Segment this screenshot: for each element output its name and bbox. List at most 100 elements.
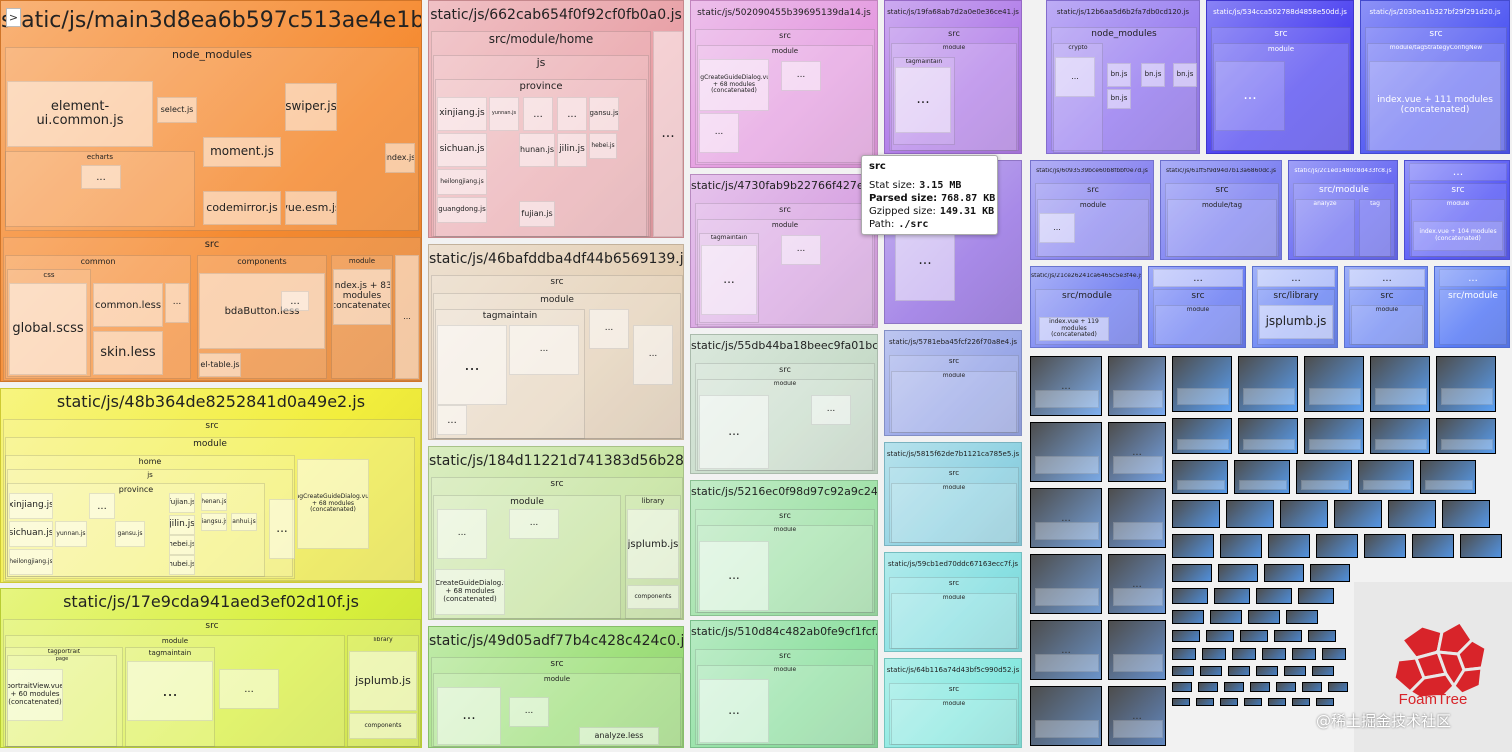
chunk-tile[interactable] [1256, 666, 1278, 676]
chunk-tile[interactable] [1276, 682, 1296, 692]
chunk-tile[interactable]: ... [1030, 356, 1102, 416]
chunk-tile[interactable]: ... src/module [1434, 266, 1510, 348]
chunk-tile[interactable] [1238, 418, 1298, 454]
chunk-tile[interactable] [1262, 648, 1286, 660]
chunk-tile[interactable]: static/js/48b364de8252841d0a49e2.js src mo… [0, 388, 422, 583]
chunk-tile[interactable] [1268, 698, 1286, 706]
chunk-tile[interactable] [1412, 534, 1454, 558]
chunk-tile[interactable] [1436, 418, 1496, 454]
chunk-tile[interactable] [1108, 488, 1166, 548]
chunk-tile[interactable]: ... src/library jsplumb.js [1252, 266, 1338, 348]
chunk-tile[interactable]: static/js/5781eba45fcf226f70a8e4.js src mo… [884, 330, 1022, 436]
chunk-tile[interactable] [1234, 460, 1290, 494]
chunk-tile[interactable] [1248, 610, 1280, 624]
chunk-tile[interactable]: static/js/12b6aa5d6b2fa7db0cd120.js node_… [1046, 0, 1200, 154]
chunk-tile[interactable] [1218, 564, 1258, 582]
chunk-tile[interactable] [1284, 666, 1306, 676]
chunk-tile[interactable]: static/js/64b116a74d43bf5c990d52.js src mo… [884, 658, 1022, 748]
chunk-tile[interactable] [1280, 500, 1328, 528]
chunk-tile[interactable] [1442, 500, 1490, 528]
chunk-tile[interactable]: static/js/662cab654f0f92cf0fb0a0.js src/m… [428, 0, 684, 238]
chunk-tile[interactable] [1316, 698, 1334, 706]
chunk-tile[interactable] [1286, 610, 1318, 624]
chunk-tile[interactable] [1256, 588, 1292, 604]
chunk-tile[interactable]: static/js/21ce26241ca6465c5e3f4e.js src/m… [1030, 266, 1142, 348]
chunk-tile[interactable]: static/js/19fa68ab7d2a0e0e36ce41.js src mo… [884, 0, 1022, 154]
chunk-tile[interactable]: static/js/17e9cda941aed3ef02d10f.js src mo… [0, 588, 422, 748]
chunk-tile[interactable]: static/js/main3d8ea6b597c513ae4e1b.js nod… [0, 0, 422, 382]
chunk-tile[interactable] [1304, 356, 1364, 412]
chunk-tile[interactable] [1232, 648, 1256, 660]
chunk-tile[interactable] [1322, 648, 1346, 660]
chunk-tile[interactable] [1250, 682, 1270, 692]
chunk-tile[interactable] [1316, 534, 1358, 558]
chunk-tile[interactable]: static/js/2030ea1b327bf29f291d20.js src mo… [1360, 0, 1510, 154]
chunk-tile[interactable] [1172, 630, 1200, 642]
chunk-tile[interactable] [1172, 698, 1190, 706]
chunk-tile[interactable]: static/js/5216ec0f98d97c92a9c242.js src mo… [690, 480, 878, 616]
chunk-tile[interactable] [1364, 534, 1406, 558]
chunk-tile[interactable]: static/js/4730fab9b22766f427e171.js src mo… [690, 174, 878, 328]
chunk-tile[interactable] [1302, 682, 1322, 692]
chunk-tile[interactable]: static/js/46bafddba4df44b6569139.js src mo… [428, 244, 684, 440]
chunk-tile[interactable]: ... [1030, 620, 1102, 680]
chunk-tile[interactable] [1172, 666, 1194, 676]
chunk-tile[interactable] [1312, 666, 1334, 676]
chunk-tile[interactable] [1268, 534, 1310, 558]
chunk-tile[interactable] [1196, 698, 1214, 706]
chunk-tile[interactable] [1200, 666, 1222, 676]
chunk-tile[interactable] [1108, 356, 1166, 416]
chunk-tile[interactable] [1240, 630, 1268, 642]
chunk-tile[interactable] [1328, 682, 1348, 692]
chunk-tile[interactable]: ... src module [1344, 266, 1428, 348]
chunk-tile[interactable] [1334, 500, 1382, 528]
chunk-tile[interactable] [1030, 422, 1102, 482]
chunk-tile[interactable] [1172, 610, 1204, 624]
chunk-tile[interactable] [1238, 356, 1298, 412]
chunk-tile[interactable] [1274, 630, 1302, 642]
chunk-tile[interactable] [1172, 588, 1208, 604]
chunk-tile[interactable]: ... [1108, 422, 1166, 482]
chunk-tile[interactable] [1292, 698, 1310, 706]
chunk-tile[interactable] [1370, 356, 1430, 412]
chunk-tile[interactable] [1460, 534, 1502, 558]
chunk-tile[interactable] [1206, 630, 1234, 642]
chunk-tile[interactable] [1264, 564, 1304, 582]
chunk-tile[interactable]: static/js/502090455b39695139da14.js src mo… [690, 0, 878, 168]
chunk-tile[interactable] [1210, 610, 1242, 624]
chunk-tile[interactable] [1388, 500, 1436, 528]
chunk-tile[interactable] [1228, 666, 1250, 676]
chunk-tile[interactable] [1202, 648, 1226, 660]
chunk-tile[interactable] [1226, 500, 1274, 528]
chunk-tile[interactable] [1220, 698, 1238, 706]
chunk-tile[interactable]: ... [1108, 686, 1166, 746]
chunk-tile[interactable] [1420, 460, 1476, 494]
chunk-tile[interactable]: static/js/510d84c482ab0fe9cf1fcf.js src mo… [690, 620, 878, 748]
chunk-tile[interactable]: static/js/5815f62de7b1121ca785e5.js src mo… [884, 442, 1022, 546]
chunk-tile[interactable]: static/js/6093539bce60b8fbbf0e7d.js src mo… [1030, 160, 1154, 260]
chunk-tile[interactable] [1304, 418, 1364, 454]
chunk-tile[interactable] [1030, 554, 1102, 614]
chunk-tile[interactable] [1220, 534, 1262, 558]
chunk-tile[interactable]: static/js/59cb1ed70ddc67163ecc7f.js src mo… [884, 552, 1022, 652]
chunk-tile[interactable] [1172, 534, 1214, 558]
chunk-tile[interactable]: static/js/61ff5f9d94d7b13a6860dc.js src mo… [1160, 160, 1282, 260]
chunk-tile[interactable]: ... src module index.vue + 104 modules (con… [1404, 160, 1510, 260]
chunk-tile[interactable] [1298, 588, 1334, 604]
chunk-tile[interactable] [1172, 500, 1220, 528]
chunk-tile[interactable] [1198, 682, 1218, 692]
chunk-tile[interactable] [1214, 588, 1250, 604]
chunk-tile[interactable] [1172, 356, 1232, 412]
chunk-tile[interactable] [1358, 460, 1414, 494]
chunk-tile[interactable]: static/js/184d11221d741383d56b28.js src mo… [428, 446, 684, 620]
chunk-tile[interactable]: static/js/534cca502788d4858e50dd.js src mo… [1206, 0, 1354, 154]
chunk-tile[interactable] [1172, 418, 1232, 454]
chunk-tile[interactable] [1172, 648, 1196, 660]
chunk-tile[interactable]: ... [1030, 488, 1102, 548]
chunk-tile[interactable]: ... src module [1148, 266, 1246, 348]
chunk-tile[interactable]: static/js/2c1ed1480c8d433fc8.js src/modul… [1288, 160, 1398, 260]
chunk-tile[interactable] [1172, 460, 1228, 494]
chunk-tile[interactable] [1296, 460, 1352, 494]
chunk-tile[interactable]: static/js/55db44ba18beec9fa01bc9.js src mo… [690, 334, 878, 474]
chunk-tile[interactable] [1310, 564, 1350, 582]
